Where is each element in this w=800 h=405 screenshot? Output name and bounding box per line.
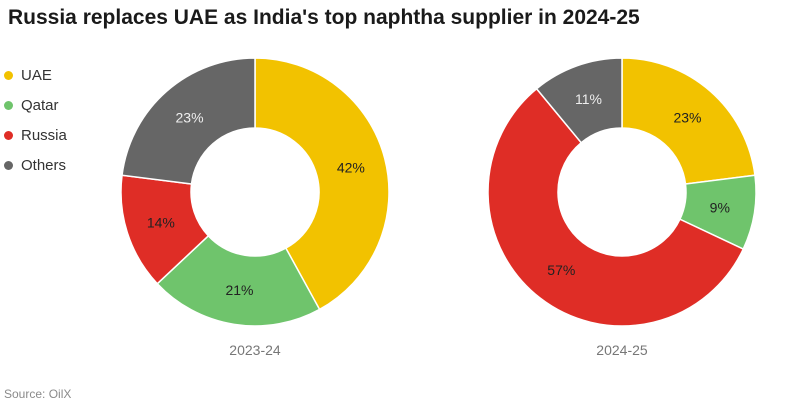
legend-swatch-others xyxy=(4,161,13,170)
slice-others-1 xyxy=(121,57,256,185)
slice-label-others-2: 11% xyxy=(575,91,602,107)
slice-qatar-1 xyxy=(156,234,321,327)
slice-others-2 xyxy=(535,57,623,144)
legend-swatch-uae xyxy=(4,71,13,80)
slice-label-uae-1: 42% xyxy=(337,159,365,175)
legend-item-others: Others xyxy=(4,154,67,177)
legend-swatch-qatar xyxy=(4,101,13,110)
legend-item-qatar: Qatar xyxy=(4,94,67,117)
legend-label-uae: UAE xyxy=(21,67,52,84)
slice-label-russia-1: 14% xyxy=(147,215,175,231)
legend-item-russia: Russia xyxy=(4,124,67,147)
slice-label-qatar-1: 21% xyxy=(225,282,253,298)
legend-label-qatar: Qatar xyxy=(21,97,59,114)
slice-label-russia-2: 57% xyxy=(547,262,575,278)
slice-russia-2 xyxy=(487,87,745,327)
legend: UAE Qatar Russia Others xyxy=(4,64,67,184)
legend-swatch-russia xyxy=(4,131,13,140)
chart-title: Russia replaces UAE as India's top napht… xyxy=(8,6,640,29)
chart-subtitle-1: 2023-24 xyxy=(229,342,281,358)
legend-label-others: Others xyxy=(21,157,67,174)
donut-chart-1: 42% 21% 14% 23% 2023-24 xyxy=(120,57,390,358)
slice-label-uae-2: 23% xyxy=(673,110,701,126)
slice-label-qatar-2: 9% xyxy=(710,199,730,215)
slice-label-others-1: 23% xyxy=(176,110,204,126)
slice-uae-1 xyxy=(254,57,390,311)
slice-uae-2 xyxy=(621,57,756,185)
chart-subtitle-2: 2024-25 xyxy=(596,342,648,358)
source-note: Source: OilX xyxy=(4,387,72,401)
legend-item-uae: UAE xyxy=(4,64,67,87)
donut-chart-2: 23% 9% 57% 11% 2024-25 xyxy=(487,57,757,358)
legend-label-russia: Russia xyxy=(21,127,67,144)
